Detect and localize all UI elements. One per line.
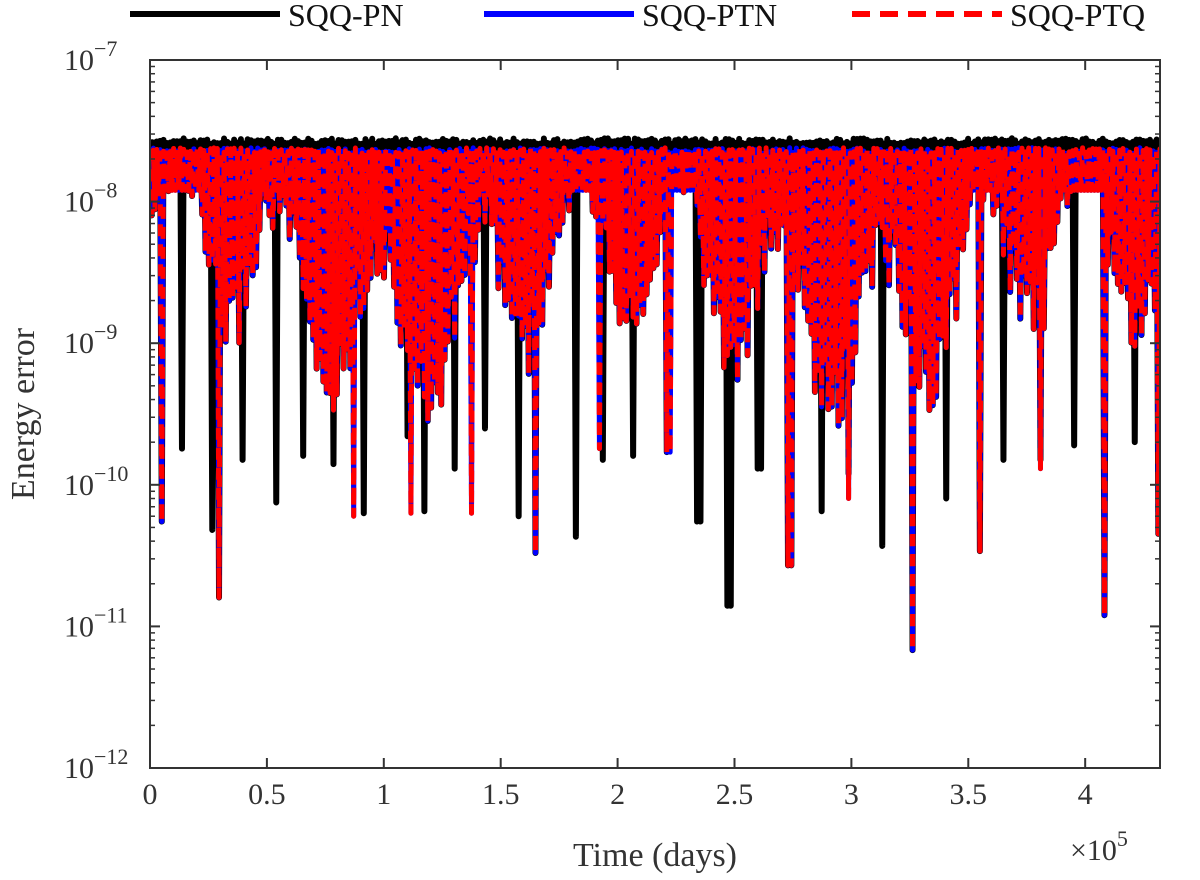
- x-tick-label: 0: [143, 778, 158, 811]
- legend-label: SQQ-PN: [288, 0, 404, 33]
- series-line-sqq-ptq: [150, 145, 1160, 653]
- x-tick-label: 3: [844, 778, 859, 811]
- y-tick-labels: 10−12 10−11 10−10 10−9 10−8 10−7: [64, 36, 128, 785]
- x-tick-label: 3.5: [950, 778, 988, 811]
- x-tick-label: 1: [376, 778, 391, 811]
- x-tick-label: 4: [1078, 778, 1093, 811]
- x-tick-label: 0.5: [248, 778, 286, 811]
- x-tick-label: 2.5: [716, 778, 754, 811]
- series-layer: [150, 135, 1160, 654]
- plot-area: [149, 59, 1161, 769]
- y-tick-label: 10−11: [64, 602, 128, 643]
- y-tick-label: 10−7: [64, 36, 117, 77]
- legend-label: SQQ-PTN: [642, 0, 777, 33]
- x-scale-multiplier: ×105: [1070, 826, 1128, 867]
- x-tick-label: 1.5: [482, 778, 520, 811]
- legend: SQQ-PN SQQ-PTN SQQ-PTQ: [130, 0, 1145, 33]
- plot-frame: [149, 59, 1161, 769]
- legend-label: SQQ-PTQ: [1010, 0, 1145, 33]
- y-tick-label: 10−10: [64, 461, 128, 502]
- y-tick-label: 10−8: [64, 178, 117, 219]
- y-tick-label: 10−12: [64, 744, 128, 785]
- x-tick-label: 2: [610, 778, 625, 811]
- ticks-layer: [149, 59, 1160, 769]
- y-axis-title: Energy error: [5, 327, 42, 500]
- y-tick-label: 10−9: [64, 319, 117, 360]
- x-axis-title: Time (days): [573, 837, 737, 874]
- x-tick-labels: 0 0.5 1 1.5 2 2.5 3 3.5 4: [143, 778, 1093, 811]
